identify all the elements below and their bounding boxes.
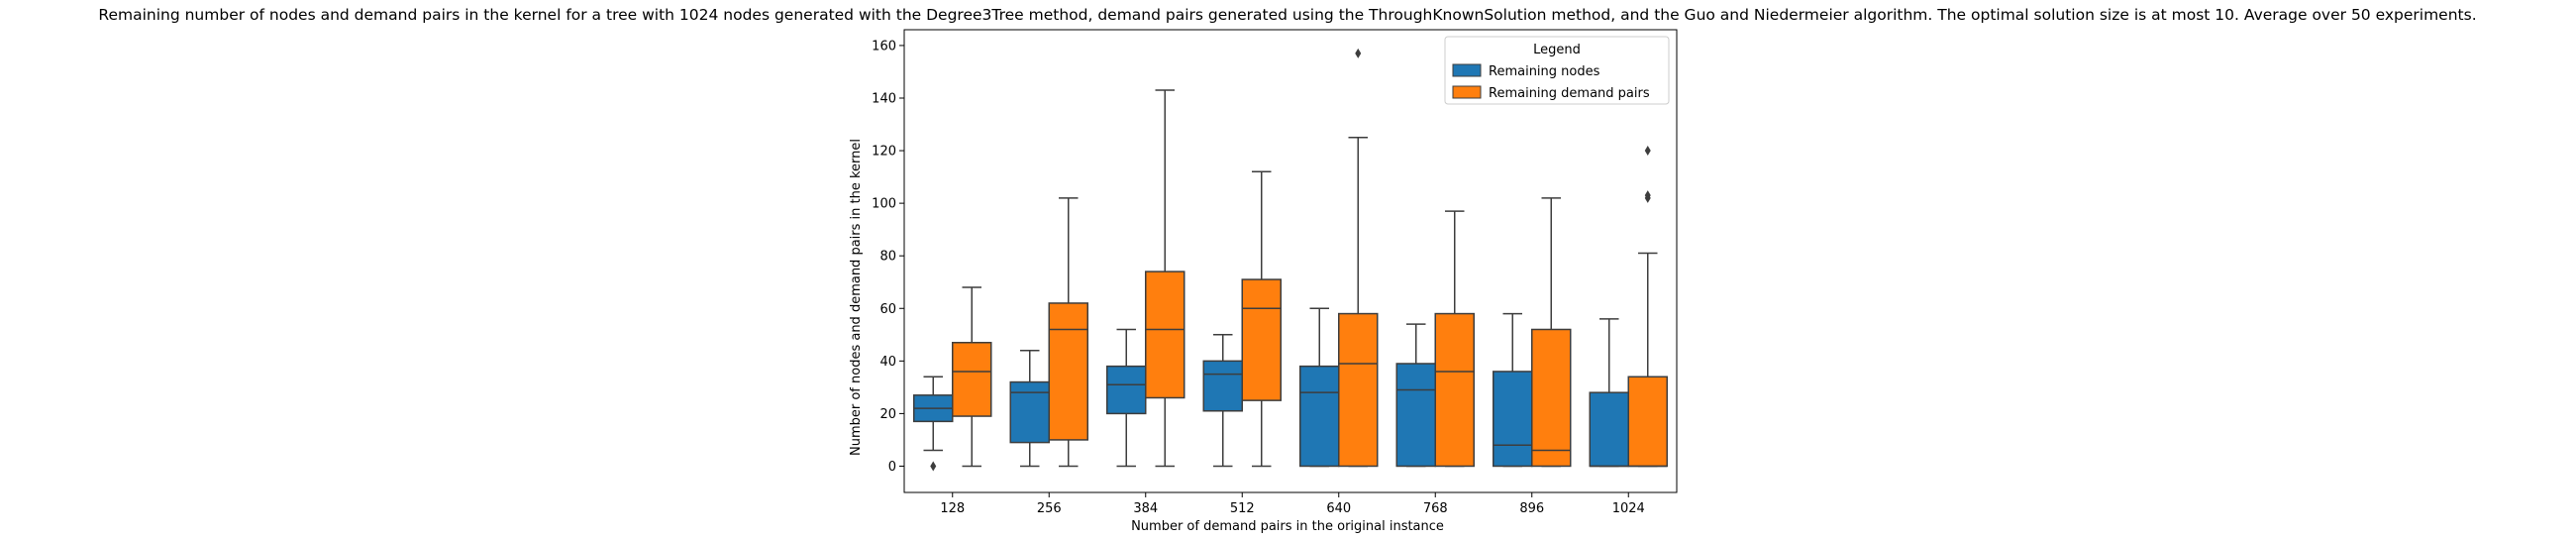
y-tick-label: 0: [888, 460, 896, 475]
outlier-point: [1644, 190, 1651, 201]
x-tick-label: 1024: [1612, 501, 1645, 516]
legend-swatch: [1452, 85, 1482, 99]
x-tick-label: 384: [1133, 501, 1158, 516]
box: [1241, 278, 1282, 401]
x-tick-label: 128: [940, 501, 965, 516]
box: [1627, 376, 1668, 468]
legend-frame: [1444, 36, 1670, 105]
box: [1531, 328, 1572, 468]
box: [1106, 365, 1147, 415]
x-tick-label: 896: [1519, 501, 1544, 516]
x-tick-label: 768: [1423, 501, 1448, 516]
legend-swatch: [1452, 63, 1482, 77]
box: [1145, 270, 1185, 399]
box: [1395, 363, 1436, 468]
y-tick-label: 140: [872, 91, 896, 106]
outlier-point: [1355, 48, 1362, 58]
y-tick-label: 60: [879, 302, 896, 317]
chart-title: Remaining number of nodes and demand pai…: [98, 6, 2476, 24]
x-axis-label: Number of demand pairs in the original i…: [1131, 519, 1444, 534]
outlier-point: [1644, 146, 1651, 157]
legend-label: Remaining nodes: [1489, 64, 1600, 79]
box: [1009, 380, 1050, 444]
legend-title: Legend: [1533, 43, 1581, 57]
y-tick-label: 20: [879, 407, 896, 422]
x-tick-label: 256: [1037, 501, 1062, 516]
y-tick-label: 160: [872, 39, 896, 54]
x-tick-label: 640: [1326, 501, 1351, 516]
box: [1338, 312, 1379, 468]
y-tick-label: 80: [879, 250, 896, 265]
box: [952, 342, 992, 417]
legend-label: Remaining demand pairs: [1489, 86, 1650, 101]
y-axis-label: Number of nodes and demand pairs in the …: [849, 139, 864, 456]
box: [1048, 302, 1088, 441]
plot-area: 0 20 40 60 80 100 120 140 160 128 256 384 512 640 768 8…: [872, 29, 1678, 516]
outlier-point: [930, 461, 937, 472]
box: [1589, 391, 1629, 468]
y-tick-label: 120: [872, 145, 896, 160]
box: [1299, 365, 1340, 468]
y-tick-label: 40: [879, 355, 896, 370]
box: [1434, 312, 1475, 468]
box: [1493, 371, 1533, 468]
plot-frame: [903, 29, 1678, 493]
x-tick-label: 512: [1230, 501, 1255, 516]
box: [1202, 360, 1243, 412]
legend: Legend Remaining nodes Remaining demand pa…: [1444, 36, 1670, 105]
y-tick-label: 100: [872, 197, 896, 212]
